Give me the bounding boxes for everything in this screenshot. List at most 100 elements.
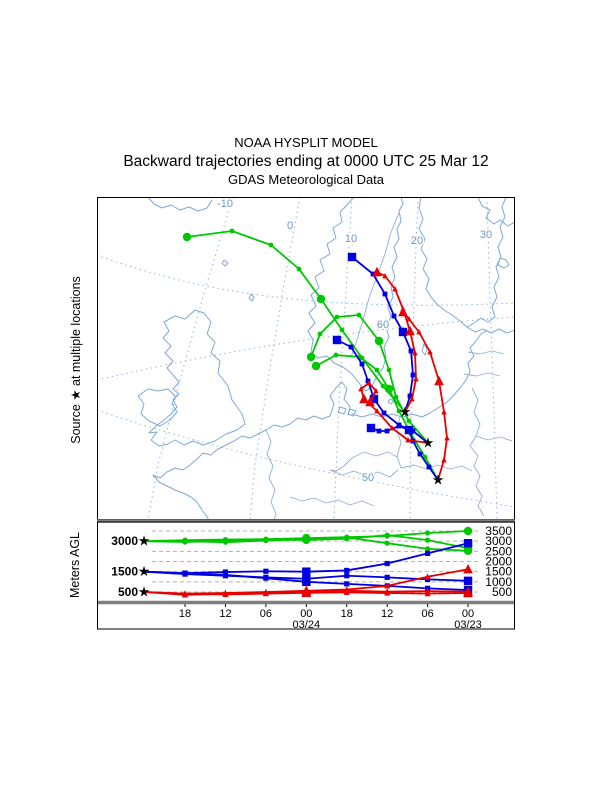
source-star-icon: ★: [422, 435, 435, 451]
trajectory-marker: [391, 313, 397, 319]
trajectory-marker: [373, 388, 379, 394]
height-marker: [463, 576, 473, 586]
height-marker: [222, 572, 229, 578]
trajectory-green-3000-c: [315, 354, 439, 481]
trajectory-marker: [386, 367, 392, 373]
trajectory-marker: [356, 312, 362, 318]
height-marker: [425, 530, 431, 536]
trajectory-marker: [365, 378, 371, 384]
source-star-icon: ★: [399, 404, 412, 420]
trajectory-marker: [407, 393, 413, 399]
x-tick-label: 12: [381, 608, 393, 620]
map-panel: ★ ★ ★ -10 0 10 20 30 60 50: [97, 197, 515, 520]
trajectory-marker: [306, 352, 316, 362]
x-tick-label: 06: [421, 608, 433, 620]
source-star-icon: ★: [138, 533, 151, 549]
height-marker: [344, 573, 350, 579]
height-marker: [263, 575, 269, 581]
trajectory-marker: [398, 306, 408, 317]
grid-label-50: 50: [362, 472, 374, 484]
height-marker: [263, 537, 269, 544]
trajectory-marker: [406, 316, 412, 322]
met-data-subtitle: GDAS Meteorological Data: [228, 172, 385, 187]
trajectory-marker: [316, 294, 326, 304]
height-marker: [301, 587, 312, 598]
x-tick-date: 03/23: [454, 619, 482, 631]
x-tick-label: 06: [260, 608, 272, 620]
height-marker: [384, 574, 390, 580]
trajectory-marker: [382, 291, 388, 297]
trajectory-marker: [405, 325, 415, 336]
height-marker: [343, 589, 350, 596]
trajectory-marker: [408, 348, 414, 354]
height-marker: [463, 539, 473, 548]
trajectory-marker: [268, 242, 274, 248]
start-height-label: 500: [118, 585, 138, 599]
height-marker: [262, 590, 269, 597]
height-marker: [425, 546, 431, 552]
trajectory-marker: [334, 314, 340, 320]
height-marker: [463, 546, 473, 555]
x-tick-label: 18: [341, 608, 353, 620]
height-marker: [384, 582, 391, 589]
source-stars: ★ ★ ★: [399, 404, 445, 488]
height-marker: [344, 534, 350, 541]
trajectory-marker: [404, 425, 414, 435]
trajectory-marker: [405, 437, 411, 443]
height-frame: [97, 521, 515, 630]
height-marker: [384, 540, 390, 546]
trajectory-marker: [374, 336, 384, 346]
map-y-axis-label: Source ★ at multiple locations: [69, 276, 83, 444]
trajectory-marker: [381, 410, 387, 416]
grid-label--10: -10: [217, 198, 233, 210]
trajectory-marker: [359, 361, 365, 367]
trajectory-marker: [389, 425, 395, 431]
height-y-axis-label: Meters AGL: [68, 532, 82, 598]
height-marker: [222, 591, 229, 598]
height-marker: [425, 576, 431, 582]
trajectory-marker: [374, 408, 380, 414]
trajectory-marker: [416, 329, 422, 335]
trajectory-marker: [372, 266, 382, 277]
trajectory-marker: [332, 335, 342, 345]
trajectory-marker: [444, 435, 450, 441]
x-tick-label: 00: [300, 608, 312, 620]
graticule-labels: -10 0 10 20 30 60 50: [216, 197, 494, 486]
trajectory-marker: [417, 451, 423, 457]
trajectory-marker: [296, 266, 302, 272]
height-marker: [222, 569, 229, 575]
map-frame: [97, 197, 515, 520]
height-series: [143, 526, 473, 598]
height-marker: [344, 581, 350, 587]
trajectory-marker: [384, 384, 394, 394]
grid-label-0: 0: [287, 220, 293, 232]
trajectory-marker: [317, 331, 323, 337]
trajectory-marker: [347, 252, 357, 262]
trajectory-marker: [406, 418, 412, 424]
map-trajectories: [182, 228, 450, 481]
trajectory-marker: [441, 457, 447, 463]
trajectory-marker: [229, 228, 235, 234]
trajectory-marker: [359, 393, 369, 404]
trajectory-marker: [413, 376, 419, 382]
height-marker: [463, 526, 473, 536]
trajectory-marker: [370, 271, 376, 277]
trajectory-marker: [366, 380, 372, 386]
trajectory-marker: [398, 327, 408, 337]
height-marker: [344, 567, 350, 574]
height-scale-label: 2500: [485, 544, 512, 558]
height-marker: [425, 550, 431, 556]
trajectory-marker: [376, 428, 382, 434]
height-marker: [263, 568, 269, 574]
x-tick-label: 00: [462, 608, 474, 620]
height-scale-label: 3500: [485, 524, 512, 538]
height-marker: [182, 590, 189, 597]
source-star-icon: ★: [138, 584, 151, 600]
height-marker: [424, 573, 431, 580]
trajectory-marker: [380, 383, 386, 389]
trajectory-marker: [182, 232, 192, 242]
page-title: Backward trajectories ending at 0000 UTC…: [123, 153, 488, 170]
x-tick-date: 03/24: [293, 619, 321, 631]
